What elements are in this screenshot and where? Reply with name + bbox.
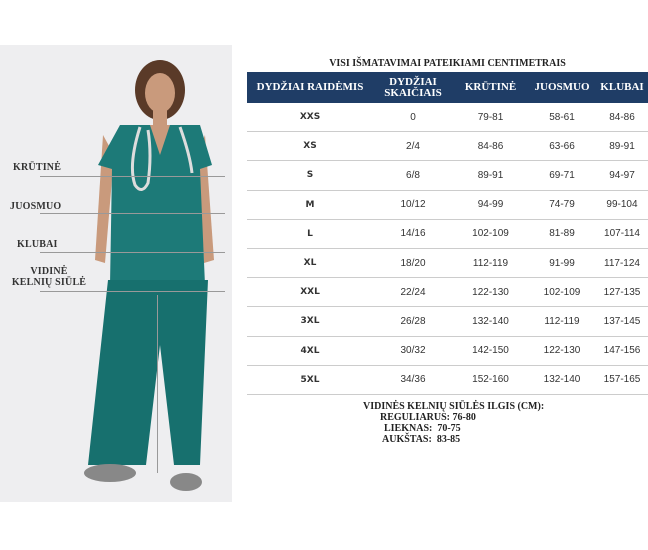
cell-number-size: 22/24 <box>373 277 453 308</box>
inseam-guide-line <box>40 291 225 292</box>
inseam-vertical-line <box>157 295 158 473</box>
cell-letter-size: XXS <box>247 103 373 133</box>
cell-hips: 117-124 <box>596 248 648 279</box>
cell-letter-size: 3XL <box>247 306 373 337</box>
cell-chest: 132-140 <box>453 306 528 337</box>
header-waist: JUOSMUO <box>528 72 596 103</box>
cell-waist: 69-71 <box>528 160 596 191</box>
cell-number-size: 30/32 <box>373 336 453 366</box>
cell-chest: 102-109 <box>453 219 528 249</box>
cell-chest: 112-119 <box>453 248 528 279</box>
cell-hips: 127-135 <box>596 277 648 308</box>
cell-letter-size: XS <box>247 131 373 162</box>
inseam-petite: LIEKNAS: 70-75 <box>384 423 461 434</box>
cell-number-size: 34/36 <box>373 365 453 395</box>
label-waist: JUOSMUO <box>10 201 62 212</box>
inseam-tall: AUKŠTAS: 83-85 <box>382 434 461 445</box>
table-row: 4XL 30/32 142-150 122-130 147-156 <box>247 336 648 366</box>
header-letter-size: DYDŽIAI RAIDĖMIS <box>247 72 373 103</box>
table-row: XXS 0 79-81 58-61 84-86 <box>247 103 648 133</box>
cell-waist: 63-66 <box>528 131 596 162</box>
cell-waist: 74-79 <box>528 190 596 220</box>
cell-letter-size: S <box>247 160 373 191</box>
cell-letter-size: M <box>247 190 373 220</box>
cell-hips: 94-97 <box>596 160 648 191</box>
cell-hips: 147-156 <box>596 336 648 366</box>
table-row: S 6/8 89-91 69-71 94-97 <box>247 160 648 191</box>
cell-number-size: 26/28 <box>373 306 453 337</box>
cell-hips: 99-104 <box>596 190 648 220</box>
cell-number-size: 10/12 <box>373 190 453 220</box>
cell-waist: 58-61 <box>528 103 596 133</box>
inseam-regular: REGULIARUS: 76-80 <box>380 412 476 423</box>
label-chest: KRŪTINĖ <box>13 162 62 173</box>
cell-hips: 137-145 <box>596 306 648 337</box>
table-row: M 10/12 94-99 74-79 99-104 <box>247 190 648 220</box>
hips-guide-line <box>40 252 225 253</box>
cell-chest: 122-130 <box>453 277 528 308</box>
cell-letter-size: 4XL <box>247 336 373 366</box>
cell-hips: 89-91 <box>596 131 648 162</box>
table-row: XS 2/4 84-86 63-66 89-91 <box>247 131 648 162</box>
chart-title: VISI IŠMATAVIMAI PATEIKIAMI CENTIMETRAIS <box>329 58 566 69</box>
cell-number-size: 6/8 <box>373 160 453 191</box>
table-row: L 14/16 102-109 81-89 107-114 <box>247 219 648 249</box>
waist-guide-line <box>40 213 225 214</box>
label-inseam: VIDINĖ KELNIŲ SIŪLĖ <box>11 266 87 288</box>
cell-chest: 94-99 <box>453 190 528 220</box>
table-row: XL 18/20 112-119 91-99 117-124 <box>247 248 648 279</box>
cell-letter-size: 5XL <box>247 365 373 395</box>
cell-waist: 81-89 <box>528 219 596 249</box>
label-hips: KLUBAI <box>17 239 58 250</box>
cell-waist: 122-130 <box>528 336 596 366</box>
table-row: XXL 22/24 122-130 102-109 127-135 <box>247 277 648 308</box>
model-figure-illustration <box>84 60 214 491</box>
header-hips: KLUBAI <box>596 72 648 103</box>
cell-hips: 84-86 <box>596 103 648 133</box>
cell-letter-size: L <box>247 219 373 249</box>
cell-waist: 112-119 <box>528 306 596 337</box>
cell-waist: 102-109 <box>528 277 596 308</box>
inseam-title: VIDINĖS KELNIŲ SIŪLĖS ILGIS (CM): <box>363 401 545 412</box>
header-number-size: DYDŽIAI SKAIČIAIS <box>373 72 453 103</box>
cell-hips: 107-114 <box>596 219 648 249</box>
inseam-notes: VIDINĖS KELNIŲ SIŪLĖS ILGIS (CM): REGULI… <box>363 401 544 445</box>
cell-waist: 91-99 <box>528 248 596 279</box>
cell-chest: 89-91 <box>453 160 528 191</box>
size-table: DYDŽIAI RAIDĖMIS DYDŽIAI SKAIČIAIS KRŪTI… <box>247 72 648 395</box>
cell-chest: 152-160 <box>453 365 528 395</box>
cell-waist: 132-140 <box>528 365 596 395</box>
chest-guide-line <box>40 176 225 177</box>
model-photo <box>0 45 232 502</box>
header-chest: KRŪTINĖ <box>453 72 528 103</box>
cell-chest: 79-81 <box>453 103 528 133</box>
cell-hips: 157-165 <box>596 365 648 395</box>
cell-number-size: 2/4 <box>373 131 453 162</box>
table-row: 5XL 34/36 152-160 132-140 157-165 <box>247 365 648 395</box>
cell-chest: 84-86 <box>453 131 528 162</box>
table-row: 3XL 26/28 132-140 112-119 137-145 <box>247 306 648 337</box>
cell-chest: 142-150 <box>453 336 528 366</box>
cell-letter-size: XXL <box>247 277 373 308</box>
cell-letter-size: XL <box>247 248 373 279</box>
table-header-row: DYDŽIAI RAIDĖMIS DYDŽIAI SKAIČIAIS KRŪTI… <box>247 72 648 103</box>
cell-number-size: 18/20 <box>373 248 453 279</box>
cell-number-size: 0 <box>373 103 453 133</box>
cell-number-size: 14/16 <box>373 219 453 249</box>
